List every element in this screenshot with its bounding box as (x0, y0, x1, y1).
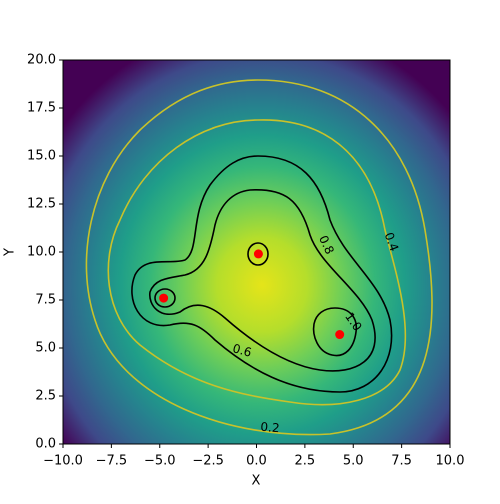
contour (154, 288, 176, 308)
x-tick-label: 7.5 (391, 454, 412, 469)
x-tick-label: 5.0 (343, 454, 364, 469)
x-tick-label: −5.0 (144, 454, 176, 469)
y-tick-label: 0.0 (35, 437, 56, 452)
y-tick-label: 5.0 (35, 341, 56, 356)
y-tick-label: 10.0 (27, 245, 56, 260)
y-tick-label: 2.5 (35, 389, 56, 404)
y-tick-label: 20.0 (27, 53, 56, 68)
x-tick-label: 10.0 (436, 454, 465, 469)
x-tick-label: 2.5 (295, 454, 316, 469)
contour-label: 0.4 (382, 230, 402, 253)
y-tick-label: 15.0 (27, 149, 56, 164)
contour (85, 79, 433, 436)
contours (85, 79, 433, 436)
point (253, 249, 263, 259)
x-tick-label: −10.0 (43, 454, 83, 469)
y-tick-label: 17.5 (27, 101, 56, 116)
y-tick-label: 12.5 (27, 197, 56, 212)
contour-label: 0.2 (260, 420, 280, 436)
contour (247, 242, 269, 266)
x-tick-label: −7.5 (96, 454, 128, 469)
x-tick-label: 0.0 (246, 454, 267, 469)
point (335, 330, 345, 340)
contour-label: 0.6 (231, 341, 253, 359)
x-axis-label: X (252, 474, 261, 489)
point (159, 293, 169, 303)
y-tick-label: 7.5 (35, 293, 56, 308)
x-tick-label: −2.5 (192, 454, 224, 469)
y-axis-label: Y (3, 248, 18, 257)
contour (131, 155, 393, 393)
contour (107, 119, 407, 406)
contour (149, 189, 376, 372)
contour (312, 307, 358, 357)
